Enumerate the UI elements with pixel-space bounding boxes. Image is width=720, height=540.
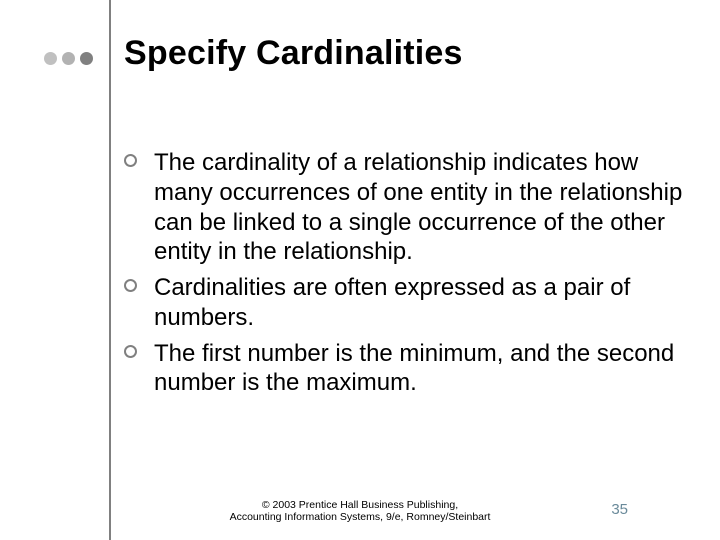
decor-dot-3 xyxy=(80,52,93,65)
decor-dot-1 xyxy=(44,52,57,65)
decor-dot-2 xyxy=(62,52,75,65)
list-item: The cardinality of a relationship indica… xyxy=(124,148,684,267)
slide: Specify Cardinalities The cardinality of… xyxy=(0,0,720,540)
slide-title: Specify Cardinalities xyxy=(124,34,463,73)
page-number: 35 xyxy=(611,501,628,518)
list-item-text: The cardinality of a relationship indica… xyxy=(154,149,682,265)
bullet-list: The cardinality of a relationship indica… xyxy=(124,148,684,404)
list-item: Cardinalities are often expressed as a p… xyxy=(124,273,684,333)
bullet-icon xyxy=(124,345,137,358)
vertical-rule xyxy=(109,0,111,540)
title-decor-dots xyxy=(44,52,93,65)
list-item-text: The first number is the minimum, and the… xyxy=(154,340,674,397)
list-item-text: Cardinalities are often expressed as a p… xyxy=(154,274,630,331)
bullet-icon xyxy=(124,279,137,292)
bullet-icon xyxy=(124,154,137,167)
list-item: The first number is the minimum, and the… xyxy=(124,339,684,399)
